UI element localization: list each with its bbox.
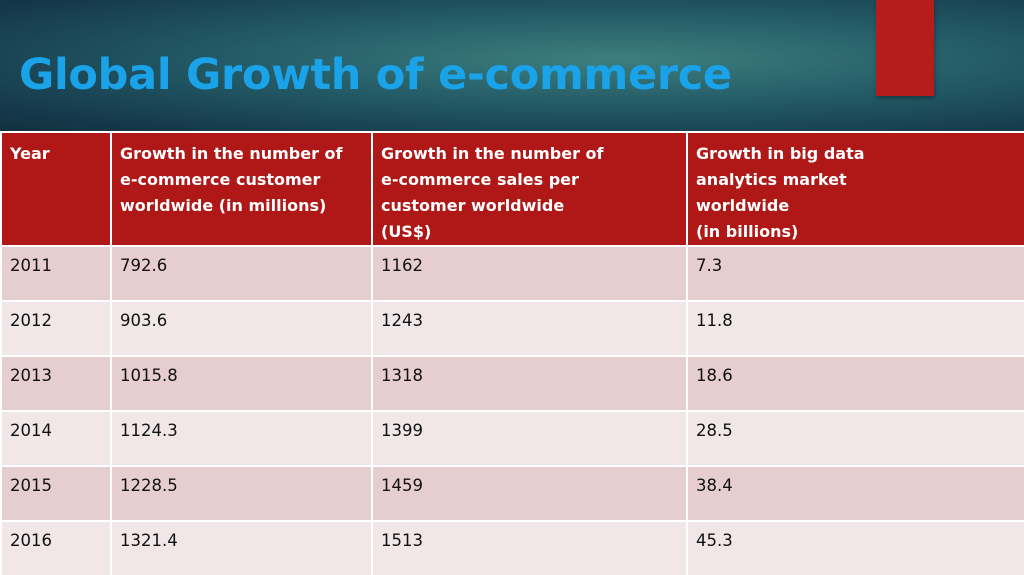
header-customers: Growth in the number of e-commerce custo… — [110, 131, 373, 247]
cell-sales: 1513 — [371, 520, 688, 575]
table-row: 2012 903.6 1243 11.8 — [0, 300, 1024, 357]
accent-tab — [876, 0, 934, 96]
header-line: Year — [10, 144, 50, 163]
cell-big-data: 28.5 — [686, 410, 1024, 467]
growth-table: Year Growth in the number of e-commerce … — [0, 131, 1024, 575]
cell-customers: 1124.3 — [110, 410, 373, 467]
table-row: 2014 1124.3 1399 28.5 — [0, 410, 1024, 467]
cell-year: 2015 — [0, 465, 112, 522]
cell-customers: 1228.5 — [110, 465, 373, 522]
header-line: e-commerce sales per — [381, 170, 579, 189]
cell-sales: 1162 — [371, 245, 688, 302]
header-sales-per-customer: Growth in the number of e-commerce sales… — [371, 131, 688, 247]
cell-big-data: 11.8 — [686, 300, 1024, 357]
table-row: 2011 792.6 1162 7.3 — [0, 245, 1024, 302]
cell-customers: 1321.4 — [110, 520, 373, 575]
table-row: 2015 1228.5 1459 38.4 — [0, 465, 1024, 522]
header-line: worldwide (in millions) — [120, 196, 327, 215]
table-header-row: Year Growth in the number of e-commerce … — [0, 131, 1024, 247]
header-line: Growth in big data — [696, 144, 865, 163]
cell-year: 2012 — [0, 300, 112, 357]
header-band — [0, 0, 1024, 131]
cell-sales: 1318 — [371, 355, 688, 412]
cell-year: 2011 — [0, 245, 112, 302]
cell-sales: 1399 — [371, 410, 688, 467]
header-line: (in billions) — [696, 222, 799, 241]
header-line: Growth in the number of — [381, 144, 604, 163]
cell-big-data: 38.4 — [686, 465, 1024, 522]
header-big-data-market: Growth in big data analytics market worl… — [686, 131, 1024, 247]
header-line: analytics market — [696, 170, 847, 189]
cell-year: 2013 — [0, 355, 112, 412]
table-row: 2013 1015.8 1318 18.6 — [0, 355, 1024, 412]
header-line: e-commerce customer — [120, 170, 321, 189]
header-line: customer worldwide — [381, 196, 565, 215]
cell-customers: 792.6 — [110, 245, 373, 302]
cell-customers: 1015.8 — [110, 355, 373, 412]
cell-big-data: 7.3 — [686, 245, 1024, 302]
cell-year: 2016 — [0, 520, 112, 575]
header-line: worldwide — [696, 196, 790, 215]
cell-year: 2014 — [0, 410, 112, 467]
cell-sales: 1459 — [371, 465, 688, 522]
header-year: Year — [0, 131, 112, 247]
cell-big-data: 18.6 — [686, 355, 1024, 412]
cell-customers: 903.6 — [110, 300, 373, 357]
header-line: Growth in the number of — [120, 144, 343, 163]
table-row: 2016 1321.4 1513 45.3 — [0, 520, 1024, 575]
cell-sales: 1243 — [371, 300, 688, 357]
cell-big-data: 45.3 — [686, 520, 1024, 575]
header-line: (US$) — [381, 222, 432, 241]
slide-title: Global Growth of e-commerce — [19, 50, 732, 100]
